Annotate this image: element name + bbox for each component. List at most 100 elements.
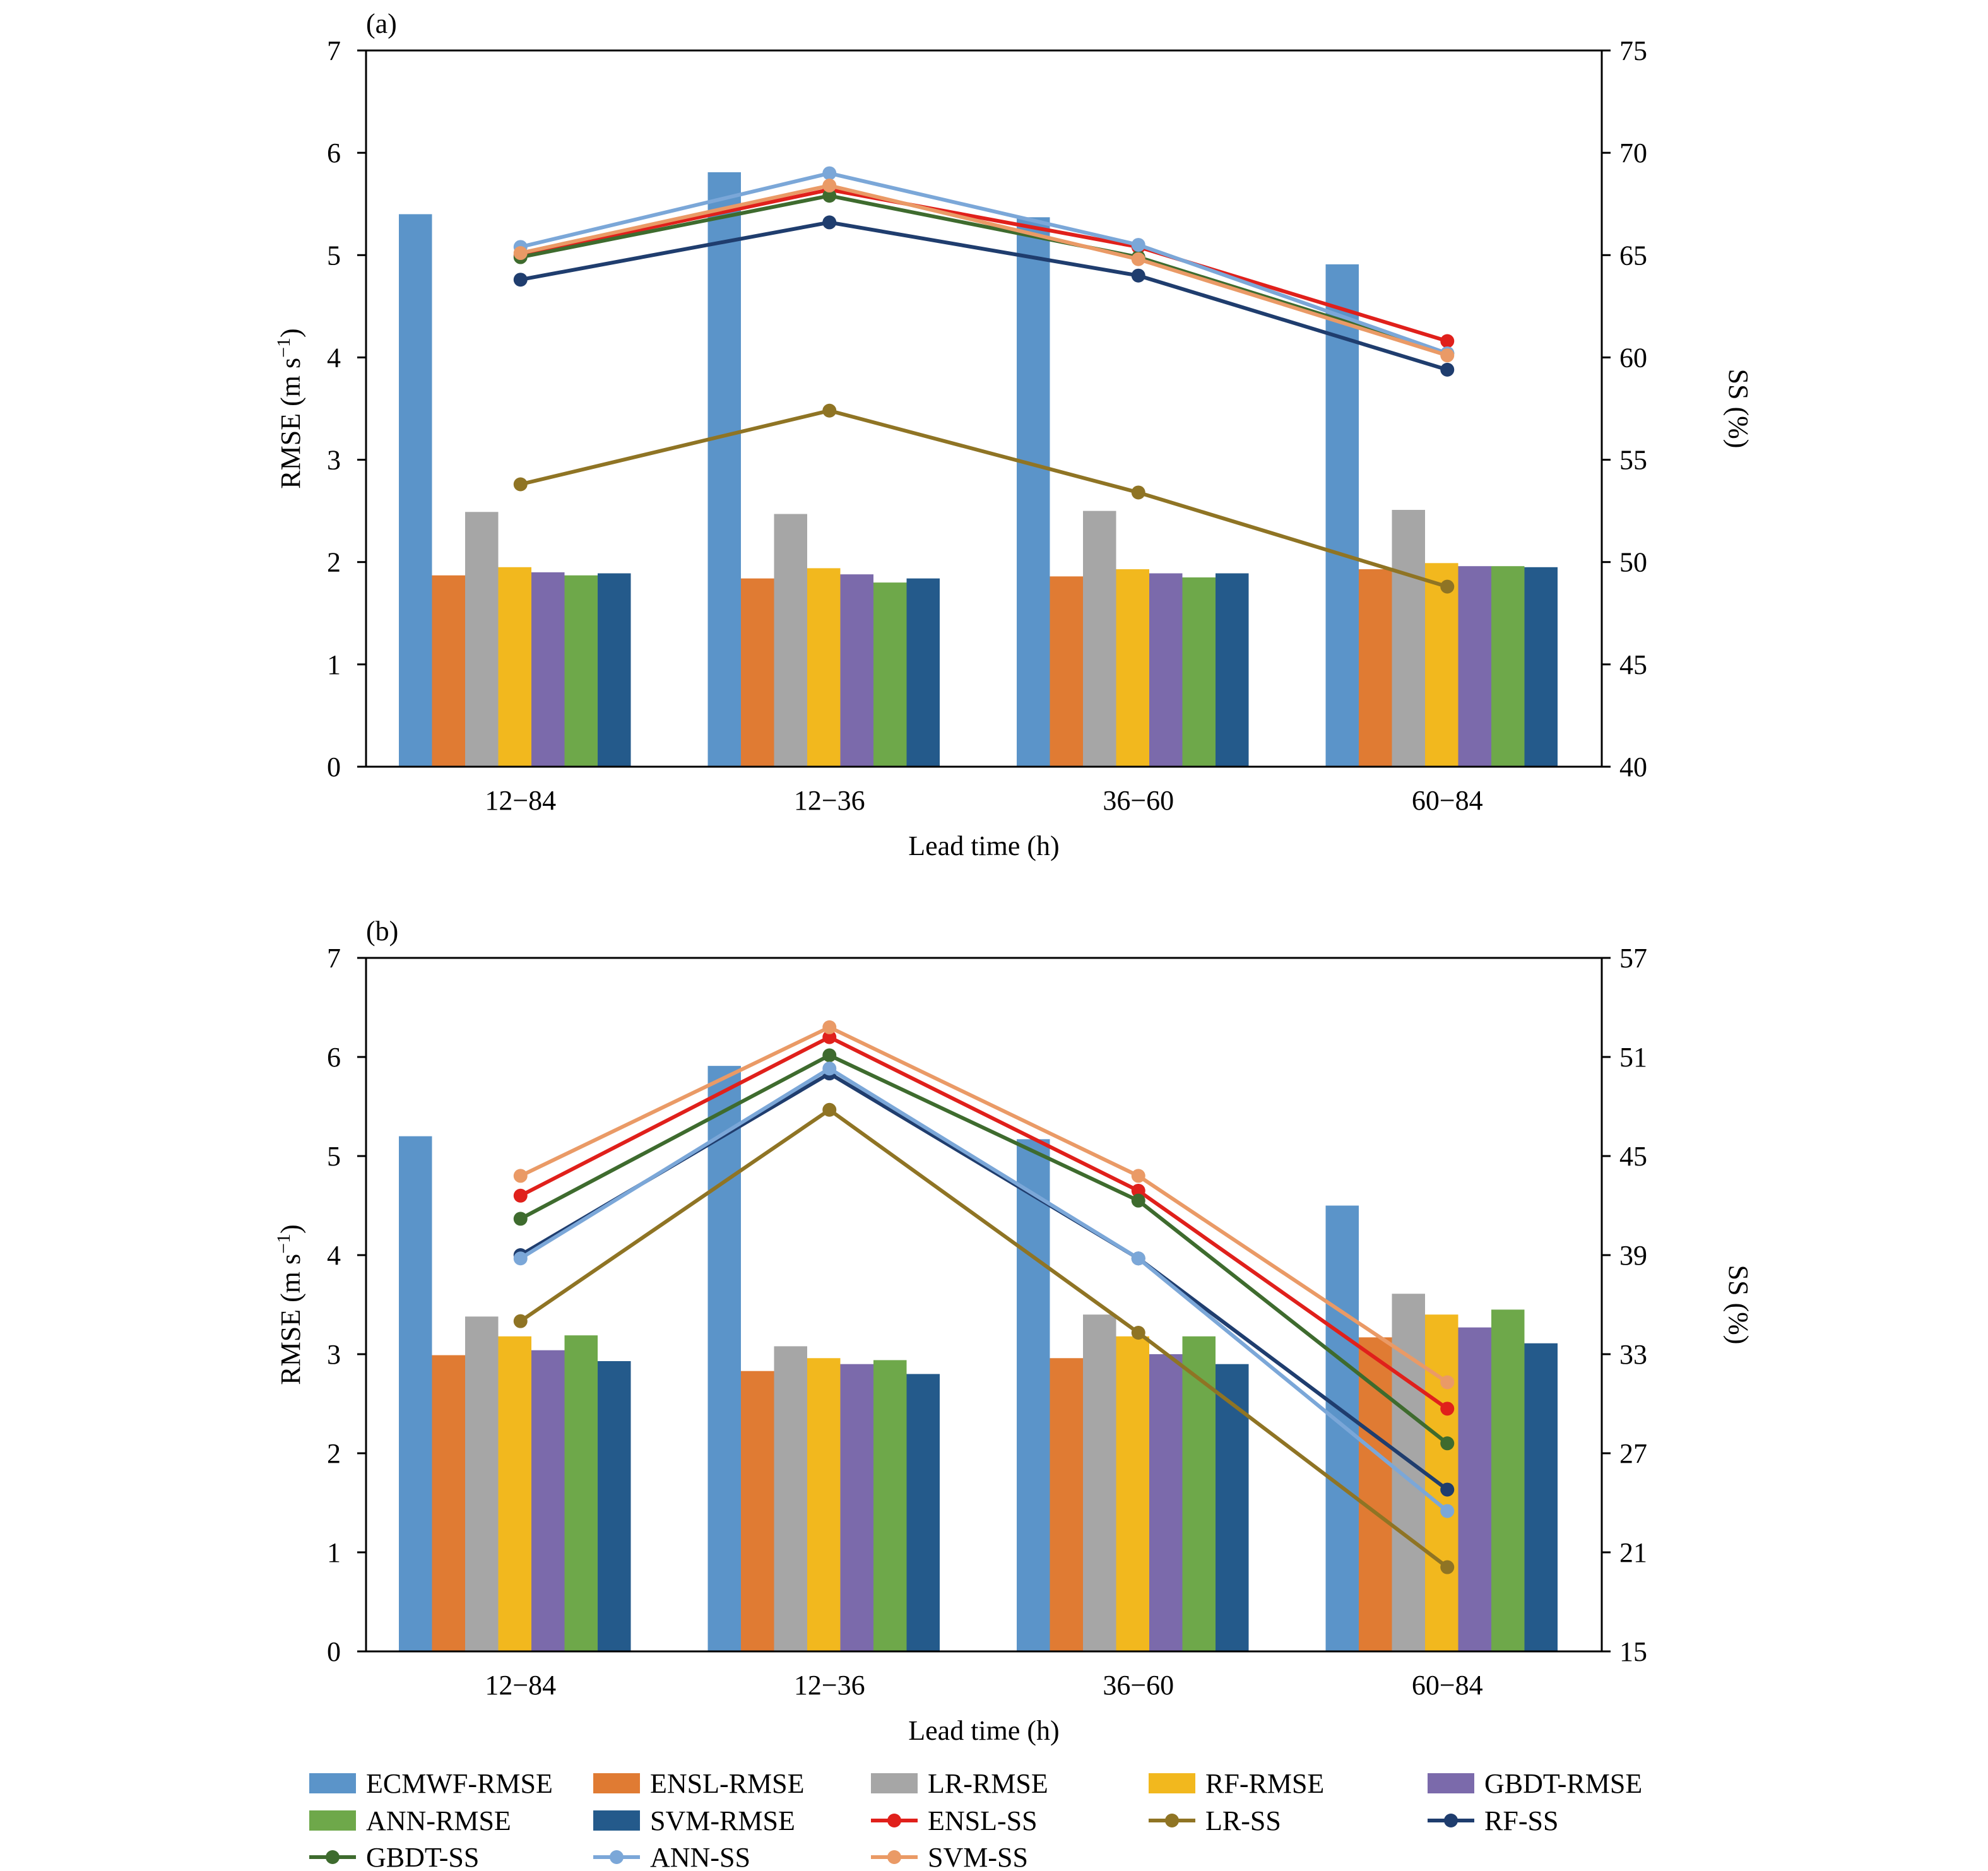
bar — [1116, 569, 1149, 767]
x-tick-label: 12−36 — [794, 1670, 865, 1701]
bar — [465, 512, 499, 767]
legend-swatch — [593, 1810, 640, 1831]
bar — [1050, 1358, 1083, 1651]
series-line — [519, 1107, 1449, 1569]
series-line — [519, 1053, 1449, 1445]
legend-marker — [610, 1850, 624, 1864]
y2-tick-label: 45 — [1619, 1141, 1647, 1172]
legend-label: LR-RMSE — [928, 1768, 1048, 1799]
legend-label: ENSL-RMSE — [650, 1768, 804, 1799]
bar — [498, 1336, 531, 1651]
y2-tick-label: 39 — [1619, 1240, 1647, 1271]
legend-label: ANN-SS — [650, 1842, 750, 1871]
legend-label: SVM-SS — [928, 1842, 1028, 1871]
bar — [1182, 1336, 1216, 1651]
series-point — [1131, 268, 1145, 283]
series-point — [1440, 334, 1455, 348]
panel-label: (a) — [366, 8, 397, 39]
y2-tick-label: 21 — [1619, 1537, 1647, 1568]
bar — [741, 1371, 774, 1651]
series-line — [519, 1066, 1449, 1513]
y-tick-label: 2 — [327, 547, 341, 578]
bar — [399, 214, 432, 767]
bar — [1050, 576, 1083, 767]
bar — [1458, 566, 1491, 767]
legend-swatch — [309, 1810, 356, 1831]
series-point — [1440, 1482, 1455, 1497]
series-point — [513, 1212, 528, 1226]
y-tick-label: 3 — [327, 1339, 341, 1370]
bar — [1149, 573, 1183, 767]
panel-label: (b) — [366, 916, 398, 947]
series-point — [1440, 348, 1455, 363]
x-tick-label: 60−84 — [1412, 1670, 1483, 1701]
plot-frame — [365, 49, 1603, 768]
y-tick-label: 0 — [327, 752, 341, 782]
y-tick-label: 3 — [327, 445, 341, 476]
series-point — [1440, 579, 1455, 594]
legend-swatch — [1149, 1773, 1195, 1793]
y2-tick-label: 40 — [1619, 752, 1647, 782]
series-point — [822, 1061, 837, 1076]
legend-label: SVM-RMSE — [650, 1805, 795, 1836]
bar — [531, 1350, 565, 1651]
bar — [1083, 511, 1116, 767]
y2-tick-label: 27 — [1619, 1438, 1647, 1469]
series-point — [513, 273, 528, 287]
bar — [906, 1374, 940, 1651]
y2-axis-title: SS (%) — [1723, 369, 1754, 449]
bar — [1216, 573, 1249, 767]
x-tick-label: 12−84 — [485, 1670, 556, 1701]
series-point — [1440, 1436, 1455, 1451]
y-axis-title-main: RMSE (m s — [275, 358, 306, 489]
y-tick-label: 7 — [327, 943, 341, 974]
series-point — [1440, 1504, 1455, 1518]
series-point — [822, 1030, 837, 1044]
legend-label: ENSL-SS — [928, 1805, 1038, 1836]
bar — [1524, 567, 1558, 767]
series-point — [513, 1169, 528, 1183]
series-point — [513, 246, 528, 261]
series-point — [1131, 1183, 1145, 1198]
series-point — [1131, 485, 1145, 500]
bar — [1325, 264, 1359, 767]
y2-tick-label: 70 — [1619, 138, 1647, 168]
series-line — [520, 171, 1448, 355]
series-point — [1440, 362, 1455, 377]
series-point — [513, 477, 528, 492]
x-tick-label: 36−60 — [1103, 1670, 1174, 1701]
series-point — [513, 1314, 528, 1328]
y-tick-label: 2 — [327, 1438, 341, 1469]
legend-label: ECMWF-RMSE — [366, 1768, 553, 1799]
bar — [465, 1316, 499, 1651]
series-point — [822, 1048, 837, 1063]
y-axis-title: RMSE (m s−1) — [273, 1224, 306, 1384]
y2-axis-title: SS (%) — [1723, 1265, 1754, 1345]
bar — [531, 572, 565, 767]
y-tick-label: 1 — [327, 1537, 341, 1568]
bar — [873, 1360, 907, 1651]
series-point — [822, 179, 837, 193]
y2-tick-label: 15 — [1619, 1636, 1647, 1667]
y2-tick-label: 45 — [1619, 649, 1647, 680]
legend-marker — [326, 1850, 340, 1864]
legend-label: RF-SS — [1484, 1805, 1558, 1836]
y-tick-label: 5 — [327, 240, 341, 271]
series-point — [822, 403, 837, 418]
bar — [432, 1355, 465, 1651]
bar — [564, 575, 598, 767]
y2-tick-label: 57 — [1619, 943, 1647, 974]
series-point — [1440, 1375, 1455, 1390]
bar — [1524, 1343, 1558, 1651]
y-axis-title-close: ) — [275, 1224, 306, 1234]
legend-swatch — [871, 1773, 918, 1793]
legend-label: GBDT-SS — [366, 1842, 479, 1871]
y-axis-title: RMSE (m s−1) — [273, 328, 306, 488]
y2-tick-label: 33 — [1619, 1339, 1647, 1370]
legend-swatch — [593, 1773, 640, 1793]
series-line — [520, 194, 1448, 355]
bar — [1017, 217, 1050, 767]
bar — [1149, 1354, 1183, 1651]
bar — [1116, 1336, 1149, 1651]
